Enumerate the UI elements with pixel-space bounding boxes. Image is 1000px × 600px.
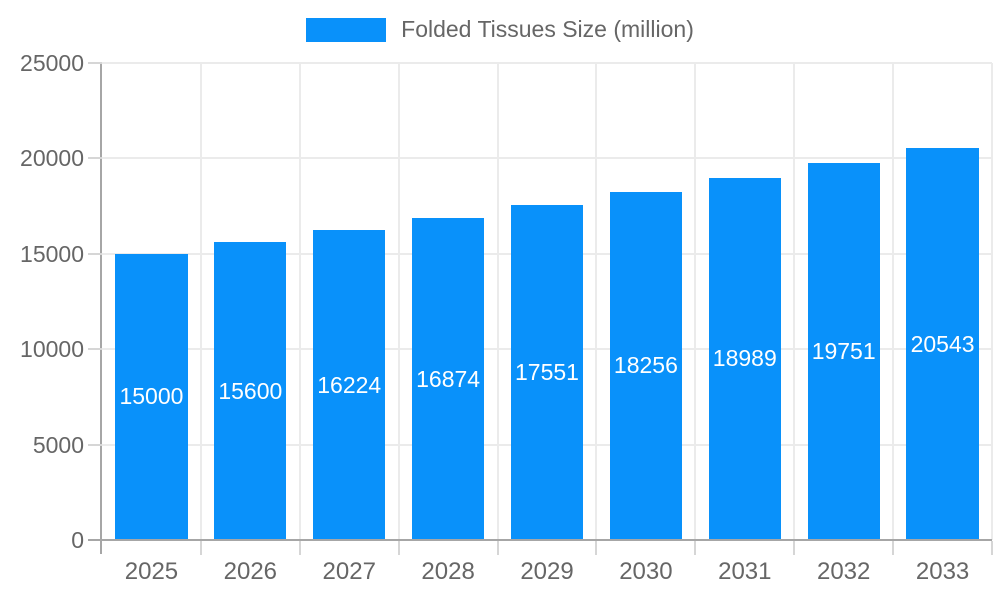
x-tick [397, 541, 400, 555]
y-axis-label: 0 [71, 527, 84, 553]
y-tick [88, 539, 102, 541]
y-axis-label: 20000 [20, 145, 84, 172]
x-axis: 2025 2026 2027 2028 2029 2030 2031 2032 2033 [102, 558, 992, 586]
v-gridline [199, 63, 202, 540]
bar-cell: 15600 [201, 63, 300, 540]
y-tick [88, 443, 102, 446]
bar-2030[interactable]: 18256 [609, 191, 682, 540]
legend-item[interactable]: Folded Tissues Size (million) [0, 16, 1000, 43]
x-axis-label: 2026 [223, 558, 278, 585]
v-gridline [694, 63, 697, 540]
bar-series: 15000 15600 16224 16874 17551 18256 18989 19751… [102, 63, 992, 540]
bar-2029[interactable]: 17551 [510, 205, 584, 540]
x-axis-label: 2032 [816, 558, 871, 585]
legend-swatch [306, 17, 387, 42]
x-tick [991, 541, 993, 555]
bar-2025[interactable]: 15000 [115, 253, 188, 540]
bar-2028[interactable]: 16874 [412, 218, 485, 540]
v-gridline [595, 63, 598, 540]
bar-2031[interactable]: 18989 [708, 177, 781, 540]
x-tick [496, 541, 499, 555]
x-tick [298, 541, 301, 555]
y-tick [88, 62, 102, 64]
bar-value-label: 16224 [317, 371, 382, 398]
bar-2032[interactable]: 19751 [807, 163, 880, 540]
y-tick [88, 252, 102, 255]
h-gridline [102, 157, 992, 160]
plot-area: 15000 15600 16224 16874 17551 18256 18989 19751… [102, 62, 993, 540]
x-axis-label: 2030 [619, 558, 673, 585]
bar-cell: 16224 [300, 63, 399, 540]
bar-value-label: 20543 [910, 330, 975, 357]
bar-2027[interactable]: 16224 [313, 230, 386, 540]
bar-cell: 15000 [102, 63, 201, 540]
bar-2033[interactable]: 20543 [906, 148, 979, 540]
bar-value-label: 18989 [712, 345, 777, 372]
v-gridline [991, 63, 993, 540]
bar-value-label: 18256 [613, 352, 678, 379]
bar-cell: 19751 [794, 63, 893, 540]
bar-cell: 20543 [893, 63, 992, 540]
x-tick [199, 541, 202, 555]
y-axis-label: 25000 [20, 50, 84, 76]
x-axis-label: 2028 [421, 558, 475, 585]
x-tick [595, 541, 598, 555]
y-axis-label: 10000 [20, 336, 84, 363]
bar-value-label: 19751 [811, 338, 876, 365]
v-gridline [397, 63, 400, 540]
bar-value-label: 16874 [416, 365, 481, 392]
y-tick [88, 348, 102, 351]
v-gridline [793, 63, 796, 540]
bar-cell: 18256 [596, 63, 695, 540]
v-gridline [298, 63, 301, 540]
x-axis-label: 2029 [520, 558, 574, 585]
bar-2026[interactable]: 15600 [214, 242, 287, 540]
x-axis-label: 2025 [124, 558, 179, 585]
x-axis-label: 2033 [915, 558, 970, 585]
x-axis-label: 2031 [718, 558, 772, 585]
x-tick [892, 541, 895, 555]
h-gridline [102, 62, 992, 64]
bar-cell: 17551 [498, 63, 597, 540]
bar-value-label: 15000 [119, 383, 184, 410]
x-axis-label: 2027 [322, 558, 376, 585]
v-gridline [496, 63, 499, 540]
y-axis-label: 15000 [20, 240, 84, 267]
y-tick [88, 157, 102, 160]
bar-value-label: 17551 [515, 359, 579, 386]
v-gridline [892, 63, 895, 540]
bar-cell: 18989 [695, 63, 794, 540]
bar-cell: 16874 [399, 63, 498, 540]
y-axis-line [100, 63, 102, 554]
bar-value-label: 15600 [218, 377, 283, 404]
x-tick [694, 541, 697, 555]
x-tick [793, 541, 796, 555]
x-axis-line [94, 539, 992, 541]
legend-label: Folded Tissues Size (million) [401, 16, 694, 42]
y-axis-label: 5000 [32, 431, 84, 458]
